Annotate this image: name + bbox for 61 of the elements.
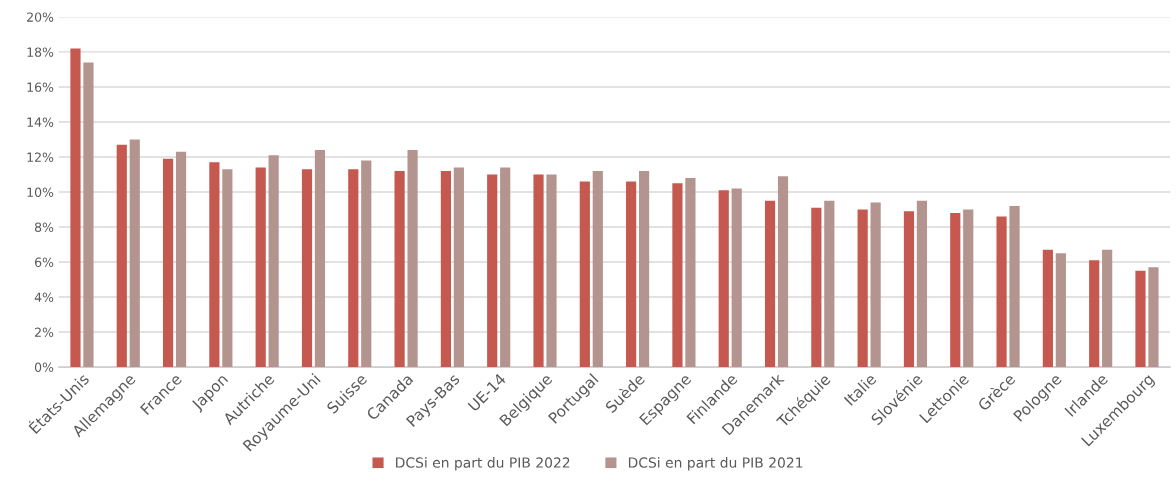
legend-label: DCSi en part du PIB 2022 xyxy=(396,457,570,471)
bar xyxy=(626,181,637,368)
bar xyxy=(487,174,498,368)
bar xyxy=(824,200,835,368)
bar xyxy=(672,183,683,368)
bar xyxy=(857,209,868,368)
bar xyxy=(777,176,789,368)
y-tick-label: 10% xyxy=(27,187,54,197)
bar xyxy=(1089,260,1100,368)
bar xyxy=(348,169,359,368)
bar xyxy=(579,181,590,368)
bar xyxy=(639,170,650,368)
bar xyxy=(209,162,220,368)
bar xyxy=(546,174,557,368)
bar xyxy=(70,48,81,368)
bar xyxy=(314,149,326,368)
bar xyxy=(407,149,418,368)
bar xyxy=(83,62,94,368)
bar xyxy=(268,155,279,368)
bar xyxy=(1055,253,1066,368)
bar xyxy=(361,160,372,368)
bar xyxy=(916,200,928,368)
y-tick-label: 12% xyxy=(27,152,54,162)
bar xyxy=(870,202,881,368)
bar xyxy=(685,177,696,368)
y-tick-label: 18% xyxy=(27,47,54,57)
bar xyxy=(129,139,140,368)
bar xyxy=(162,158,174,368)
bar xyxy=(500,167,511,368)
bar xyxy=(718,190,729,368)
bar xyxy=(533,174,544,368)
bar xyxy=(116,144,127,368)
bar xyxy=(255,167,266,368)
bar xyxy=(301,169,313,368)
bar xyxy=(963,209,974,368)
bar xyxy=(175,151,187,368)
bar xyxy=(394,170,405,368)
bar xyxy=(453,167,464,368)
bar xyxy=(1148,267,1159,368)
bar xyxy=(996,216,1007,368)
y-tick-label: 8% xyxy=(34,222,54,232)
y-tick-label: 0% xyxy=(34,362,54,373)
bar xyxy=(811,207,822,368)
bar xyxy=(731,188,742,368)
bar xyxy=(1135,270,1146,368)
bar xyxy=(222,169,233,368)
y-tick-label: 2% xyxy=(35,327,54,337)
y-tick-label: 16% xyxy=(27,82,54,92)
y-tick-label: 20% xyxy=(27,12,54,22)
y-tick-label: 14% xyxy=(27,117,54,127)
bar xyxy=(950,213,961,368)
bar xyxy=(764,200,776,368)
bar xyxy=(440,170,451,368)
bar xyxy=(1102,249,1113,368)
bar xyxy=(1042,249,1053,368)
bar xyxy=(903,211,915,368)
legend-label: DCSi en part du PIB 2021 xyxy=(628,457,803,471)
bar xyxy=(1009,206,1020,368)
bar xyxy=(592,170,603,368)
y-tick-label: 6% xyxy=(34,257,54,267)
y-tick-label: 4% xyxy=(34,292,54,302)
